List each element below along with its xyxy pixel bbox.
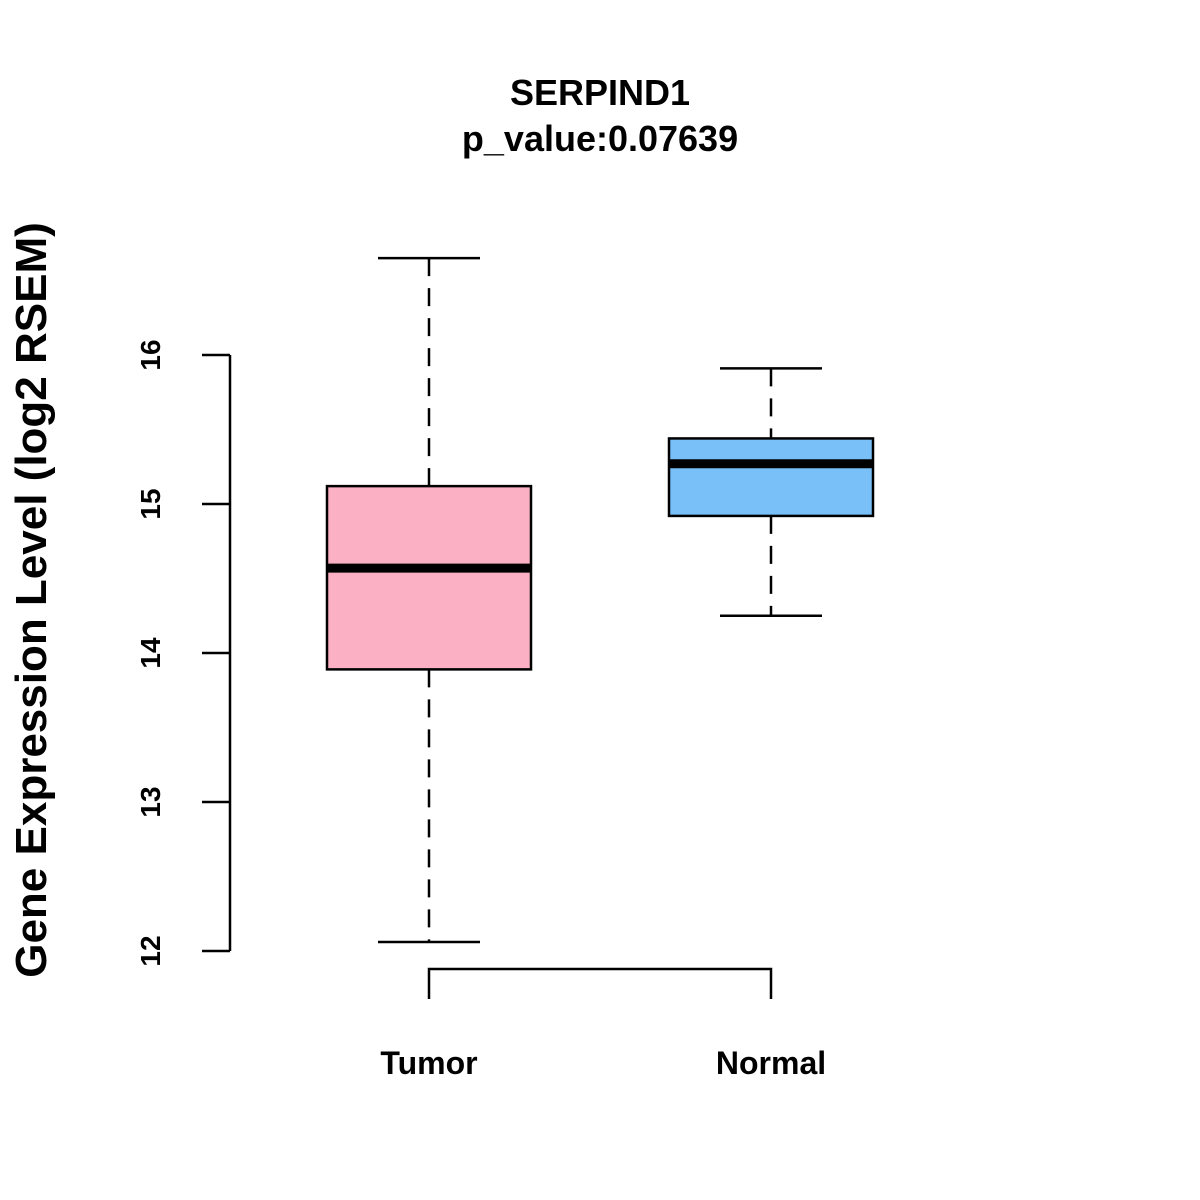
y-axis-label: Gene Expression Level (log2 RSEM) xyxy=(7,222,56,978)
boxes xyxy=(325,256,875,944)
y-tick-label: 13 xyxy=(135,786,166,817)
y-tick-label: 15 xyxy=(135,488,166,519)
chart-subtitle: p_value:0.07639 xyxy=(462,118,738,159)
y-tick-label: 14 xyxy=(135,637,166,669)
box-normal xyxy=(667,367,875,617)
iqr-box xyxy=(325,484,533,671)
iqr-box xyxy=(667,437,875,518)
chart-title: SERPIND1 xyxy=(510,72,690,113)
bracket-line xyxy=(427,967,773,999)
category-label-tumor: Tumor xyxy=(380,1045,477,1081)
y-tick-label: 16 xyxy=(135,339,166,370)
category-label-normal: Normal xyxy=(716,1045,826,1081)
category-labels: Tumor Normal xyxy=(380,1045,826,1081)
box-tumor xyxy=(325,256,533,944)
y-tick-label: 12 xyxy=(135,935,166,966)
y-axis: 12 13 14 15 16 xyxy=(135,339,232,967)
comparison-bracket xyxy=(427,967,773,999)
